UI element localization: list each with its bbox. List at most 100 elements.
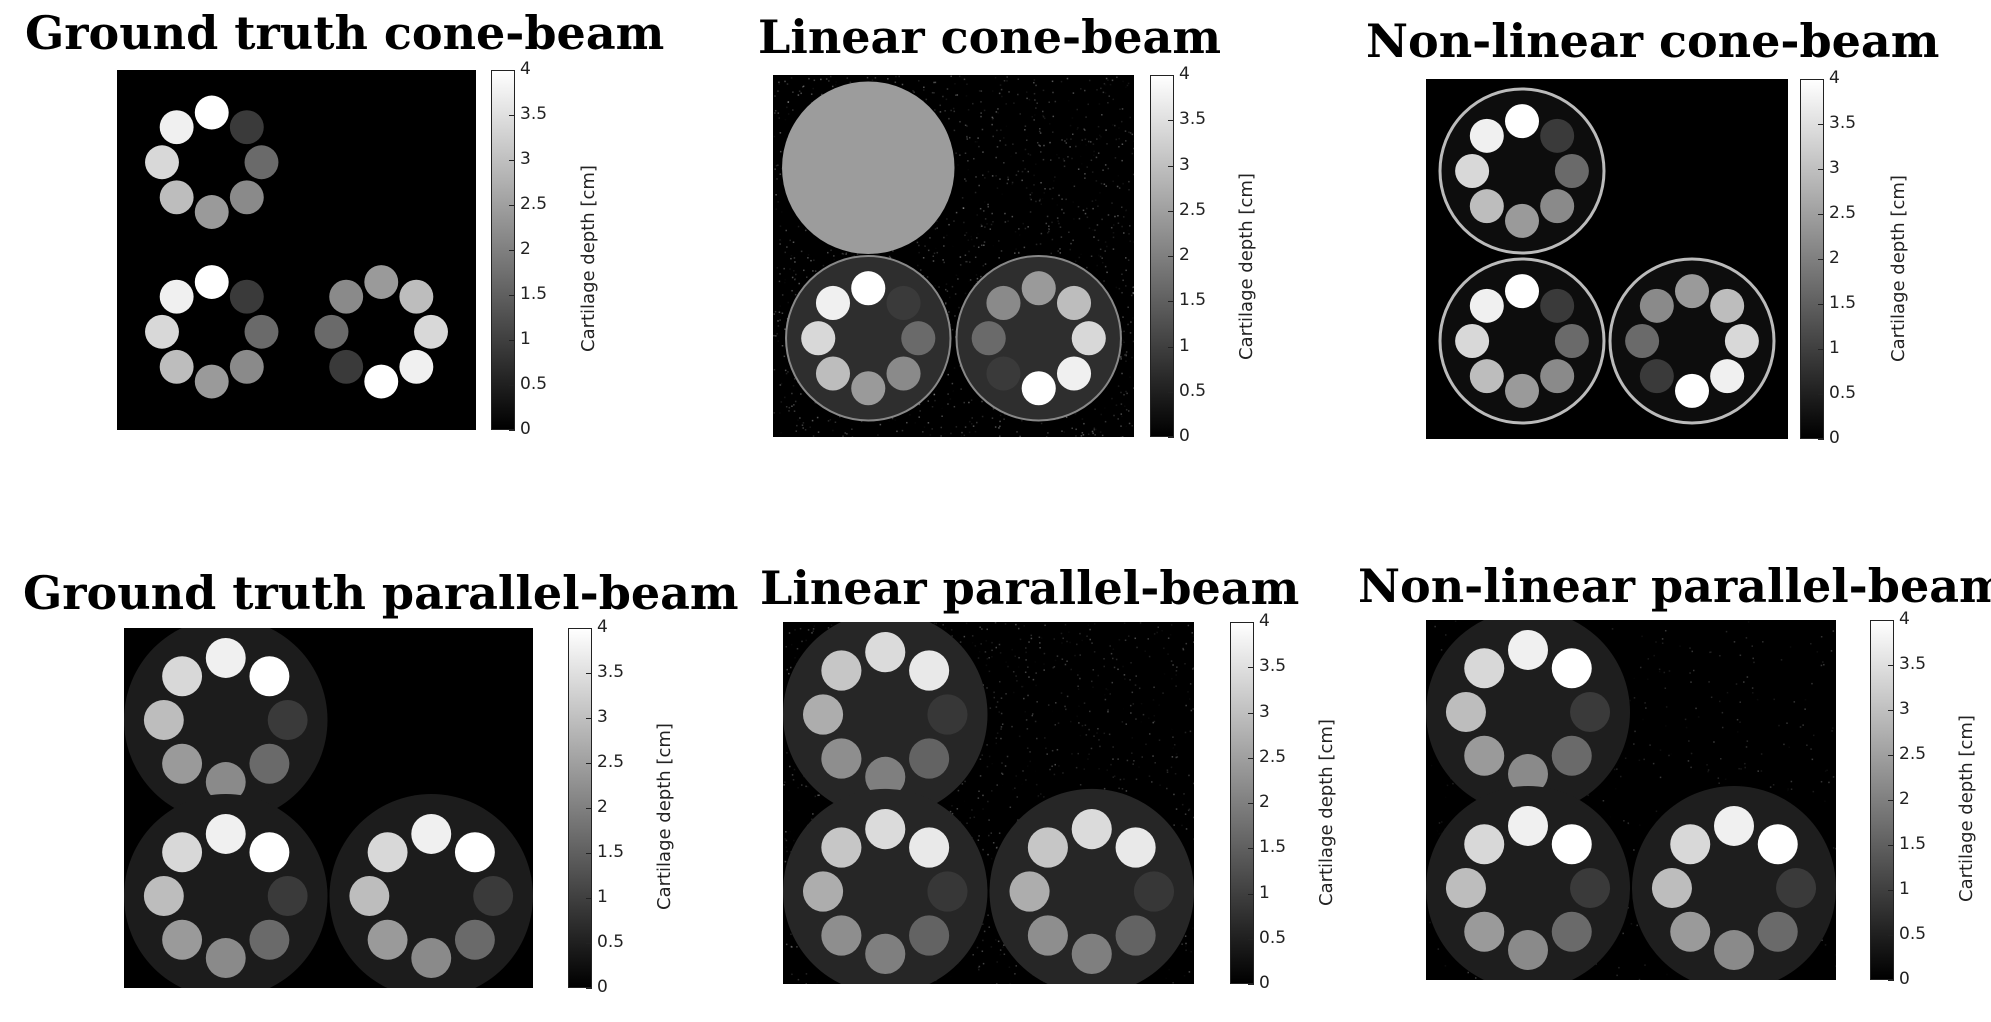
colorbar-tick-mark (586, 673, 592, 674)
colorbar-tick-label: 0.5 (597, 934, 624, 951)
phantom-ring-bottom-left (786, 256, 950, 420)
colorbar-tick-mark (1248, 758, 1254, 759)
colorbar-tick-label: 4 (1899, 611, 1910, 628)
phantom-lin-cone (773, 75, 1134, 437)
image-lin-cone (773, 75, 1134, 437)
colorbar-tick-label: 3 (1899, 701, 1910, 718)
panel-title-lin-par: Linear parallel-beam (760, 565, 1299, 611)
colorbar-tick-mark (586, 718, 592, 719)
colorbar-tick-mark (586, 853, 592, 854)
colorbar-label-nl-cone: Cartilage depth [cm] (1890, 175, 1908, 362)
colorbar-tick-label: 2 (1179, 247, 1190, 264)
colorbar-tick-mark (586, 898, 592, 899)
colorbar-tick-mark (1888, 800, 1894, 801)
colorbar-tick-label: 2.5 (1829, 205, 1856, 222)
colorbar-tick-mark (1888, 665, 1894, 666)
colorbar-tick-label: 1.5 (597, 844, 624, 861)
colorbar-tick-label: 1 (1829, 340, 1840, 357)
colorbar-tick-label: 2.5 (1179, 202, 1206, 219)
colorbar-tick-label: 0.5 (1829, 385, 1856, 402)
colorbar-tick-label: 1 (1179, 338, 1190, 355)
colorbar-tick-label: 1.5 (1259, 839, 1286, 856)
colorbar-tick-mark (1248, 803, 1254, 804)
colorbar-tick-mark (1168, 437, 1174, 438)
colorbar-tick-mark (1168, 392, 1174, 393)
colorbar-tick-label: 1.5 (1829, 295, 1856, 312)
colorbar-tick-mark (1818, 124, 1824, 125)
colorbar-tick-label: 0 (597, 979, 608, 996)
colorbar-tick-mark (509, 115, 515, 116)
colorbar-tick-mark (1818, 79, 1824, 80)
colorbar-tick-mark (1168, 75, 1174, 76)
colorbar-tick-mark (1888, 845, 1894, 846)
colorbar-tick-label: 3 (1259, 704, 1270, 721)
phantom-disk (782, 82, 954, 254)
phantom-lin-par (783, 622, 1194, 984)
phantom-gt-cone (117, 70, 476, 430)
colorbar-tick-label: 0 (1259, 975, 1270, 992)
colorbar-tick-mark (1818, 394, 1824, 395)
colorbar-tick-label: 1 (597, 889, 608, 906)
colorbar-tick-label: 0.5 (1259, 930, 1286, 947)
panel-title-gt-par: Ground truth parallel-beam (23, 570, 739, 616)
colorbar-tick-label: 3.5 (520, 106, 547, 123)
colorbar-tick-label: 0 (1829, 430, 1840, 447)
colorbar-tick-mark (586, 943, 592, 944)
colorbar-tick-label: 3.5 (1829, 115, 1856, 132)
colorbar-tick-label: 0.5 (1179, 383, 1206, 400)
colorbar-tick-mark (1888, 980, 1894, 981)
phantom-gt-par (124, 628, 533, 988)
colorbar-tick-mark (1168, 301, 1174, 302)
colorbar-tick-mark (1818, 439, 1824, 440)
phantom-ring-bottom-right (315, 265, 448, 398)
phantom-ring-top (124, 628, 328, 822)
colorbar-tick-mark (1888, 710, 1894, 711)
colorbar-label-nl-par: Cartilage depth [cm] (1958, 715, 1976, 902)
colorbar-tick-label: 3.5 (1179, 111, 1206, 128)
image-nl-par (1426, 620, 1836, 980)
colorbar-tick-label: 1.5 (1899, 836, 1926, 853)
colorbar-tick-label: 3.5 (1259, 658, 1286, 675)
phantom-ring-bottom-right (957, 256, 1121, 420)
colorbar-tick-label: 2.5 (520, 196, 547, 213)
colorbar-tick-label: 1.5 (1179, 292, 1206, 309)
colorbar-tick-label: 0.5 (520, 376, 547, 393)
colorbar-tick-mark (1168, 120, 1174, 121)
colorbar-tick-label: 2 (1829, 250, 1840, 267)
colorbar-tick-label: 4 (597, 619, 608, 636)
colorbar-label-lin-cone: Cartilage depth [cm] (1238, 173, 1256, 360)
colorbar-tick-mark (586, 763, 592, 764)
colorbar-tick-label: 2 (1899, 791, 1910, 808)
colorbar-tick-mark (586, 808, 592, 809)
colorbar-tick-label: 1 (1899, 881, 1910, 898)
phantom-ring-bottom-right (1632, 786, 1836, 980)
colorbar-tick-label: 1 (1259, 885, 1270, 902)
image-nl-cone (1426, 79, 1788, 439)
phantom-ring-bottom-right (990, 789, 1194, 984)
colorbar-tick-mark (1168, 256, 1174, 257)
colorbar-label-gt-par: Cartilage depth [cm] (656, 723, 674, 910)
phantom-nl-cone (1426, 79, 1788, 439)
colorbar-tick-label: 1.5 (520, 286, 547, 303)
colorbar-tick-label: 2.5 (1899, 746, 1926, 763)
colorbar-tick-label: 3 (1179, 157, 1190, 174)
colorbar-tick-label: 2 (597, 799, 608, 816)
phantom-ring-top (1426, 620, 1630, 814)
colorbar-tick-label: 0 (1179, 428, 1190, 445)
colorbar-tick-mark (509, 385, 515, 386)
colorbar-tick-label: 3.5 (597, 664, 624, 681)
panel-title-gt-cone: Ground truth cone-beam (25, 10, 664, 56)
image-gt-par (124, 628, 533, 988)
colorbar-tick-mark (1168, 166, 1174, 167)
phantom-ring-bottom-left (783, 789, 987, 984)
colorbar-label-lin-par: Cartilage depth [cm] (1318, 719, 1336, 906)
colorbar-tick-label: 0 (520, 421, 531, 438)
colorbar-tick-mark (1248, 894, 1254, 895)
colorbar-tick-mark (1888, 755, 1894, 756)
colorbar-tick-mark (1248, 848, 1254, 849)
phantom-ring-top (145, 96, 278, 229)
colorbar-tick-label: 2.5 (1259, 749, 1286, 766)
colorbar-tick-label: 4 (1179, 66, 1190, 83)
colorbar-label-gt-cone: Cartilage depth [cm] (580, 165, 598, 352)
colorbar-tick-mark (1818, 214, 1824, 215)
